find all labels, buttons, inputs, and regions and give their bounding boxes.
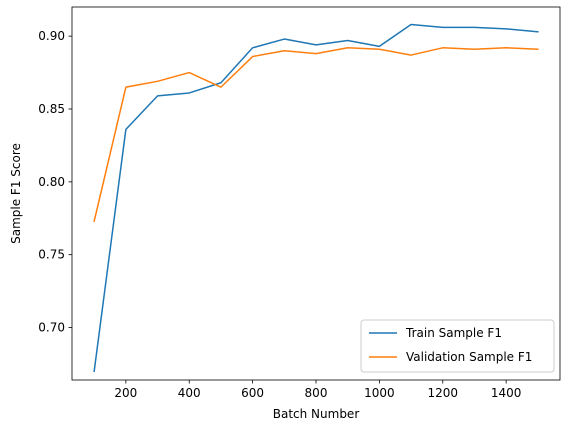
- y-tick-label: 0.85: [38, 102, 65, 116]
- series-layer: [93, 23, 539, 373]
- x-tick-label: 200: [114, 386, 137, 400]
- legend: Train Sample F1 Validation Sample F1: [360, 319, 555, 373]
- validation-f1-line: [93, 47, 539, 223]
- y-tick-label: 0.70: [38, 321, 65, 335]
- x-tick-label: 600: [241, 386, 264, 400]
- ticks-layer: 200 400 600 800 1000 1200 1400 0.70 0.75 0.80 0.85…: [38, 29, 521, 400]
- x-axis-label: Batch Number: [273, 407, 360, 421]
- y-axis-label: Sample F1 Score: [9, 143, 23, 244]
- x-tick-label: 1200: [427, 386, 458, 400]
- x-tick-label: 400: [178, 386, 201, 400]
- legend-label-train: Train Sample F1: [405, 326, 502, 340]
- x-tick-label: 800: [305, 386, 328, 400]
- legend-box: [360, 319, 555, 373]
- y-tick-label: 0.75: [38, 248, 65, 262]
- x-tick-label: 1000: [364, 386, 395, 400]
- y-tick-label: 0.90: [38, 29, 65, 43]
- train-f1-line: [93, 23, 539, 373]
- legend-label-validation: Validation Sample F1: [406, 350, 532, 364]
- y-tick-label: 0.80: [38, 175, 65, 189]
- plot-frame: [71, 6, 561, 381]
- x-tick-label: 1400: [491, 386, 522, 400]
